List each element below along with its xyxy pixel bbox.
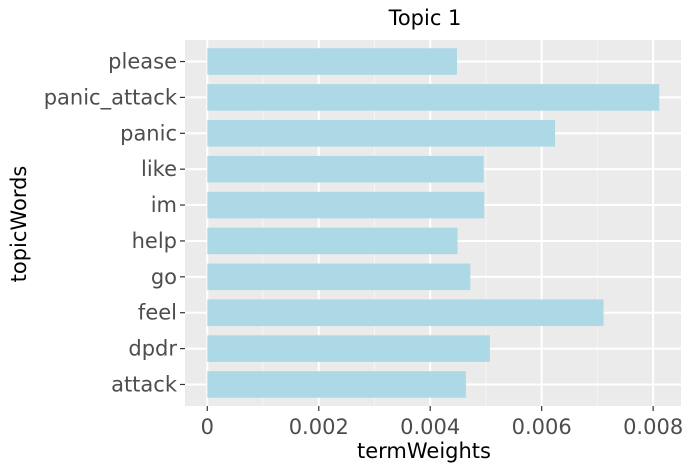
bar-im [207, 191, 485, 219]
y-tick-label: please [108, 50, 177, 74]
y-tick-label: panic_attack [44, 85, 178, 110]
x-tick-label: 0 [201, 415, 214, 439]
x-tick-label: 0.006 [512, 415, 572, 439]
x-tick-label: 0.008 [623, 415, 683, 439]
y-tick-label: go [151, 265, 177, 289]
y-tick-label: feel [138, 301, 177, 325]
bar-go [207, 263, 471, 291]
x-tick-label: 0.002 [289, 415, 349, 439]
bar-like [207, 155, 484, 183]
bar-feel [207, 299, 604, 326]
bar-help [207, 227, 458, 255]
y-tick-label: attack [111, 372, 178, 396]
bar-please [207, 48, 457, 75]
x-axis-ticks: 0 0.002 0.004 0.006 0.008 [201, 406, 683, 439]
y-tick-label: help [132, 229, 177, 253]
bars [207, 48, 660, 398]
y-tick-label: dpdr [128, 337, 177, 361]
bar-attack [207, 371, 466, 398]
x-tick-label: 0.004 [400, 415, 460, 439]
y-axis-title: topicWords [7, 166, 31, 283]
bar-panic-attack [207, 84, 660, 111]
y-tick-label: im [151, 193, 177, 217]
y-tick-label: like [141, 157, 177, 181]
bar-panic [207, 120, 556, 147]
x-axis-title: termWeights [357, 439, 491, 463]
chart-title: Topic 1 [388, 6, 462, 30]
y-tick-label: panic [120, 121, 177, 145]
bar-dpdr [207, 335, 490, 362]
